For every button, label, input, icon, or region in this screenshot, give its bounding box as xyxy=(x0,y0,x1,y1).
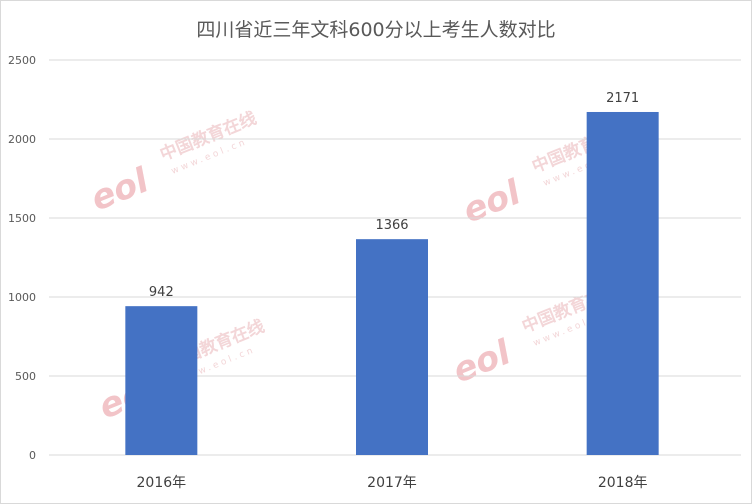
x-category-label-2: 2017年 xyxy=(367,475,417,491)
y-tick-label-1000: 1000 xyxy=(8,291,36,304)
y-tick-label-1500: 1500 xyxy=(8,212,36,225)
watermark-logo: eol xyxy=(447,332,517,391)
y-tick-label-0: 0 xyxy=(29,449,36,462)
data-label-3: 2171 xyxy=(606,91,639,106)
x-category-label-3: 2018年 xyxy=(598,475,648,491)
chart-title: 四川省近三年文科600分以上考生人数对比 xyxy=(196,19,556,41)
bar-2 xyxy=(356,239,428,455)
y-tick-label-2000: 2000 xyxy=(8,133,36,146)
bar-1 xyxy=(125,306,198,455)
watermark-logo: eol xyxy=(457,172,527,231)
x-category-label-1: 2016年 xyxy=(137,475,187,491)
y-tick-label-500: 500 xyxy=(15,370,36,383)
watermark-logo: eol xyxy=(85,160,155,219)
y-tick-label-2500: 2500 xyxy=(8,54,36,67)
bar-3 xyxy=(586,111,659,456)
data-label-1: 942 xyxy=(149,285,174,300)
data-label-2: 1366 xyxy=(375,218,408,233)
